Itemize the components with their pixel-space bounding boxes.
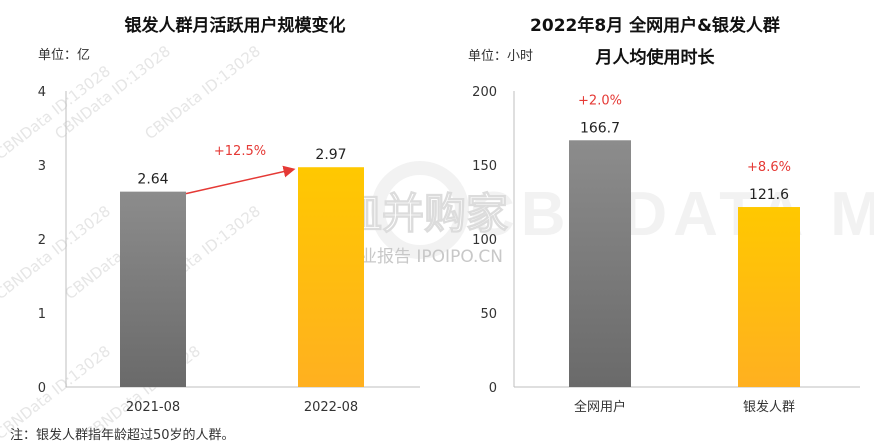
y-tick-label: 150 xyxy=(472,159,497,174)
growth-label: +2.0% xyxy=(578,93,622,108)
right-chart-subtitle: 月人均使用时长 xyxy=(595,48,715,68)
y-tick-label: 50 xyxy=(480,307,497,322)
y-tick-label: 0 xyxy=(489,381,497,396)
y-tick-label: 100 xyxy=(472,233,497,248)
growth-annotation: +12.5% xyxy=(214,144,266,159)
bar-value-label: 2.64 xyxy=(137,172,168,188)
right-unit-label: 单位：小时 xyxy=(468,49,534,64)
y-tick-label: 200 xyxy=(472,85,497,100)
left-unit-label: 单位：亿 xyxy=(38,48,91,63)
x-tick-label: 银发人群 xyxy=(743,399,795,415)
bar-value-label: 2.97 xyxy=(315,147,346,163)
x-tick-label: 2021-08 xyxy=(126,400,180,415)
growth-label: +8.6% xyxy=(747,160,791,175)
y-tick-label: 1 xyxy=(38,307,46,322)
footnote: 注：银发人群指年龄超过50岁的人群。 xyxy=(10,428,235,443)
bar-value-label: 166.7 xyxy=(580,120,620,136)
left-chart-title: 银发人群月活跃用户规模变化 xyxy=(124,16,346,36)
bar-value-label: 121.6 xyxy=(749,187,789,203)
x-tick-label: 2022-08 xyxy=(304,400,358,415)
bar xyxy=(298,167,364,387)
y-tick-label: 3 xyxy=(38,159,46,174)
bar xyxy=(738,207,800,387)
right-chart: 0 50 100 150 200 166.7 全网用户 121.6 银发人群 +2.0% +8.6% xyxy=(472,85,860,415)
growth-arrow xyxy=(185,165,296,195)
y-tick-label: 4 xyxy=(38,85,46,100)
y-tick-label: 0 xyxy=(38,381,46,396)
bar xyxy=(120,191,186,387)
bar xyxy=(569,140,631,387)
x-tick-label: 全网用户 xyxy=(574,399,626,415)
left-chart: 0 1 2 3 4 2.64 2021-08 2.97 2022-08 +12.5% xyxy=(38,85,420,415)
right-chart-title: 2022年8月 全网用户&银发人群 xyxy=(530,16,780,36)
y-tick-label: 2 xyxy=(38,233,46,248)
